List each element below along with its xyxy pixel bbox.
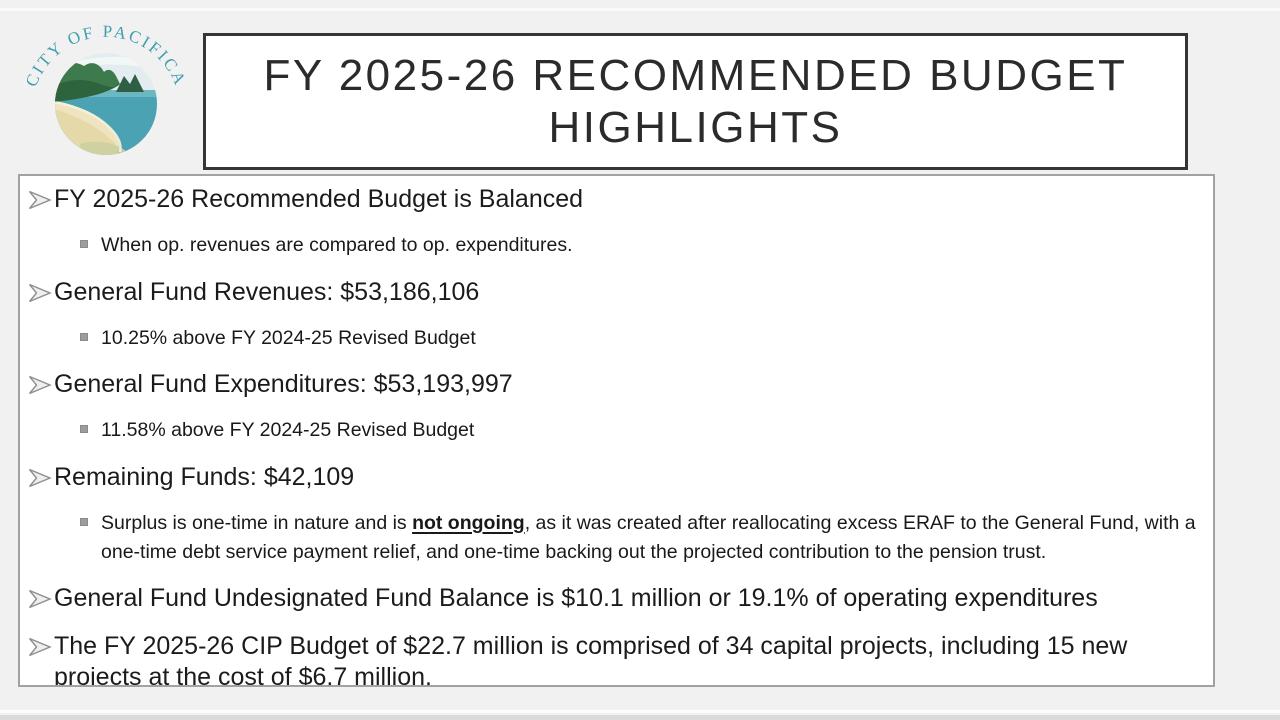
sub-bullet-text: When op. revenues are compared to op. ex… xyxy=(101,234,573,257)
sub-bullet-item: When op. revenues are compared to op. ex… xyxy=(80,231,1203,260)
bullet-text: The FY 2025-26 CIP Budget of $22.7 milli… xyxy=(54,631,1128,687)
slide-title-line1: FY 2025-26 RECOMMENDED BUDGET xyxy=(263,50,1128,100)
arrow-bullet-icon xyxy=(28,283,52,302)
sub-bullet-text: 10.25% above FY 2024-25 Revised Budget xyxy=(101,326,476,349)
sub-bullet-item: 10.25% above FY 2024-25 Revised Budget xyxy=(80,324,1203,353)
slide-title-box: FY 2025-26 RECOMMENDED BUDGET HIGHLIGHTS xyxy=(203,33,1188,170)
bullet-text: General Fund Undesignated Fund Balance i… xyxy=(54,584,1098,613)
surplus-text-pre: Surplus is one-time in nature and is xyxy=(101,511,413,534)
top-edge-strip xyxy=(0,8,1280,11)
bullet-text: General Fund Revenues: $53,186,106 xyxy=(54,277,480,306)
sub-bullet-text: 11.58% above FY 2024-25 Revised Budget xyxy=(101,419,475,442)
bullet-item: Remaining Funds: $42,109 xyxy=(28,462,1203,493)
arrow-bullet-icon xyxy=(28,190,52,210)
sub-bullet-item: Surplus is one-time in nature and is not… xyxy=(80,509,1203,568)
bullet-item: General Fund Undesignated Fund Balance i… xyxy=(28,583,1203,614)
surplus-text-post: , as it was created after reallocating e… xyxy=(101,511,1196,563)
bullet-item: FY 2025-26 Recommended Budget is Balance… xyxy=(28,184,1203,215)
bullet-text: General Fund Expenditures: $53,193,997 xyxy=(54,370,513,398)
slide-content-box: FY 2025-26 Recommended Budget is Balance… xyxy=(18,174,1215,687)
arrow-bullet-icon xyxy=(28,468,52,487)
sub-bullet-rich-text: Surplus is one-time in nature and is not… xyxy=(101,509,1203,568)
bottom-edge-bar xyxy=(0,715,1280,720)
bottom-edge-line xyxy=(0,710,1280,713)
square-bullet-icon xyxy=(80,240,88,249)
arrow-bullet-icon xyxy=(28,590,52,609)
bullet-item: General Fund Expenditures: $53,193,997 xyxy=(28,369,1203,400)
bullet-text: FY 2025-26 Recommended Budget is Balance… xyxy=(54,185,584,213)
bullet-text: Remaining Funds: $42,109 xyxy=(54,462,355,491)
slide-title-line2: HIGHLIGHTS xyxy=(548,102,843,152)
square-bullet-icon xyxy=(80,332,88,341)
logo-beach-scene xyxy=(55,53,157,155)
arrow-bullet-icon xyxy=(28,637,52,656)
square-bullet-icon xyxy=(80,517,88,526)
sub-bullet-item: 11.58% above FY 2024-25 Revised Budget xyxy=(80,416,1203,445)
square-bullet-icon xyxy=(80,425,88,434)
bullet-item: The FY 2025-26 CIP Budget of $22.7 milli… xyxy=(28,631,1203,687)
surplus-text-emphasis: not ongoing xyxy=(412,511,525,534)
arrow-bullet-icon xyxy=(28,375,52,395)
bullet-item: General Fund Revenues: $53,186,106 xyxy=(28,277,1203,308)
city-of-pacifica-logo: CITY OF PACIFICA xyxy=(22,22,188,155)
